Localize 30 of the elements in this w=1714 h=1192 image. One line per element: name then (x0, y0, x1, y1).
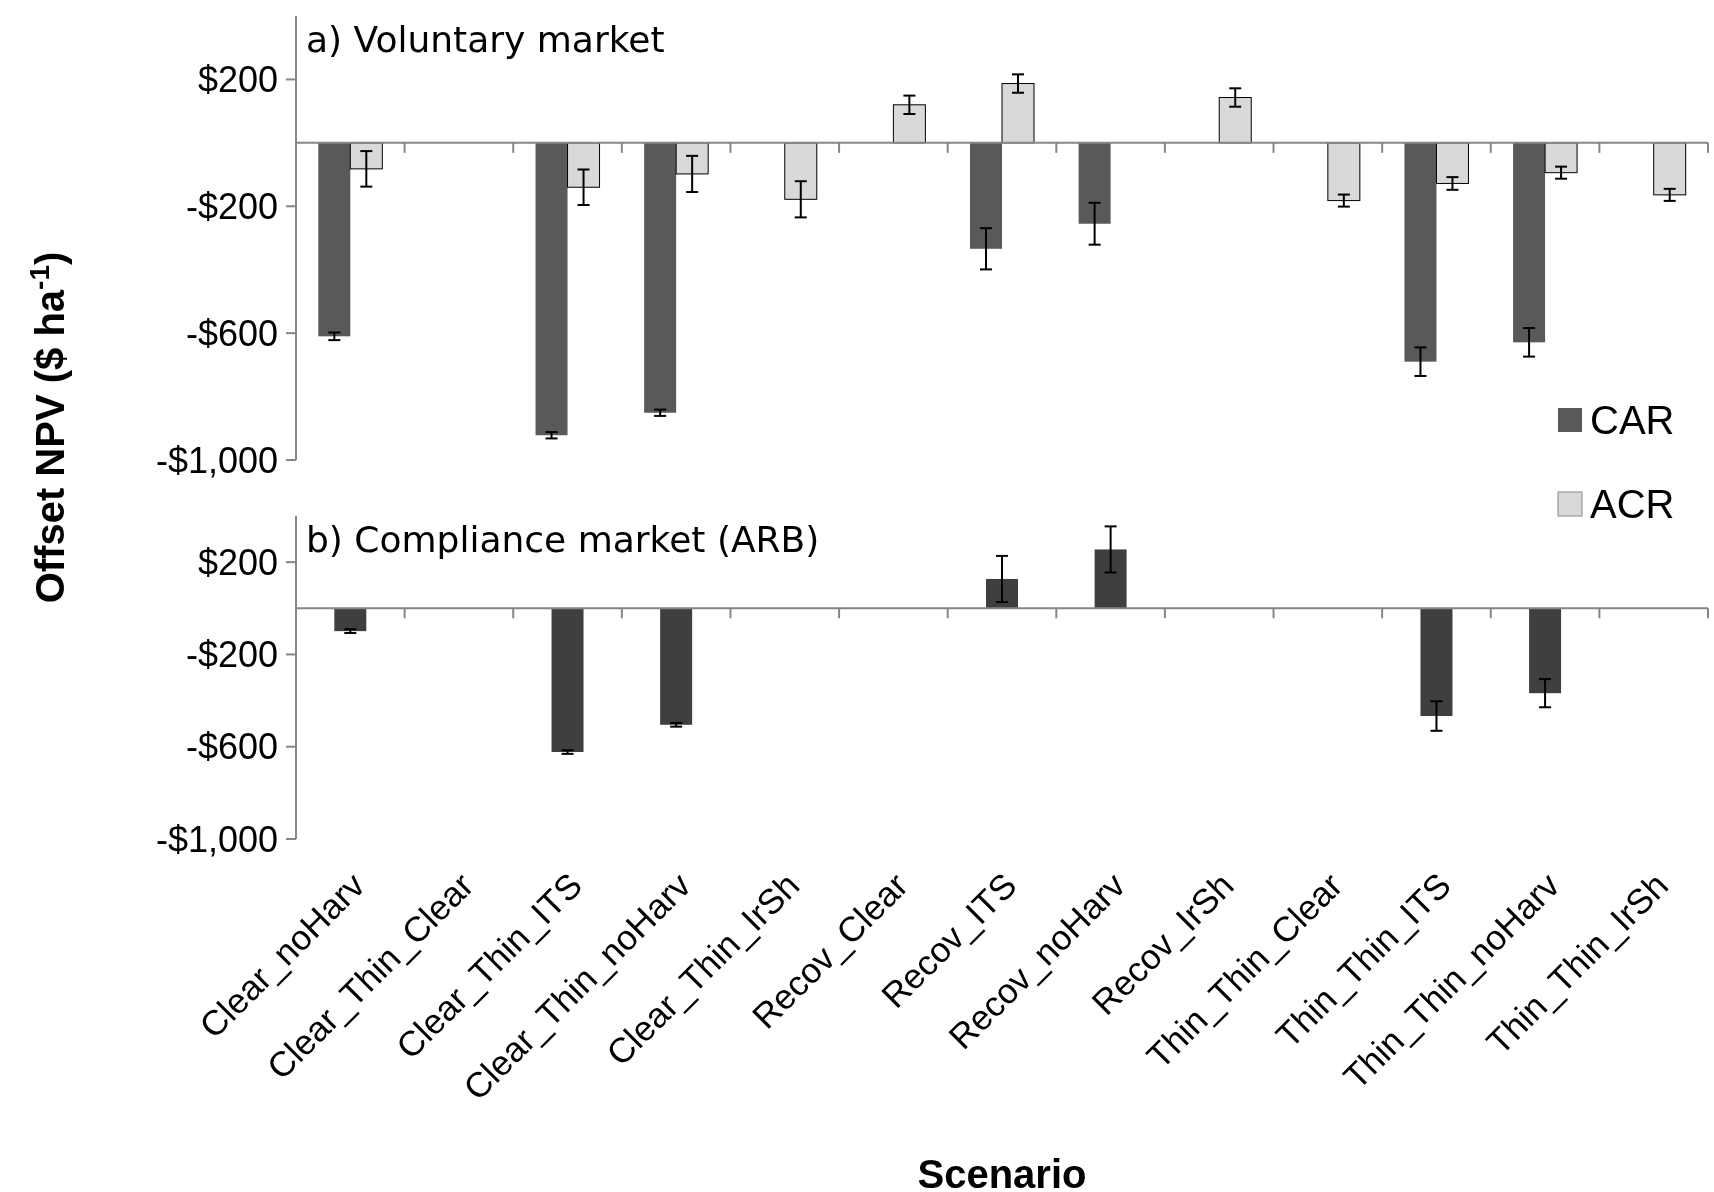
bar (551, 608, 584, 753)
y-tick-label: -$1,000 (155, 439, 278, 481)
y-tick-label: -$200 (185, 634, 278, 676)
bar (1653, 142, 1687, 196)
chart-title: a) Voluntary market (306, 19, 665, 60)
bar (970, 142, 1002, 249)
bar (1078, 142, 1111, 224)
bar (986, 578, 1018, 609)
bar (644, 142, 677, 413)
bar (1327, 142, 1361, 202)
y-tick-label: $200 (197, 541, 278, 583)
legend-label: ACR (1590, 482, 1675, 526)
bar (1420, 608, 1453, 717)
bar (334, 608, 367, 632)
y-tick-label: -$600 (185, 726, 278, 768)
y-tick-label: $200 (197, 59, 278, 101)
bar (660, 608, 693, 725)
bar (1529, 608, 1562, 694)
legend-label: CAR (1590, 398, 1675, 442)
bar (1544, 142, 1578, 174)
chart-title: b) Compliance market (ARB) (306, 519, 820, 560)
x-axis-title: Scenario (917, 1152, 1087, 1192)
bar (1404, 142, 1437, 362)
y-tick-label: -$200 (185, 185, 278, 227)
y-tick-label: -$1,000 (155, 818, 278, 860)
bar (1094, 549, 1127, 609)
y-tick-label: -$600 (185, 312, 278, 354)
bar (535, 142, 568, 436)
bar (318, 142, 351, 337)
bar (1513, 142, 1546, 343)
